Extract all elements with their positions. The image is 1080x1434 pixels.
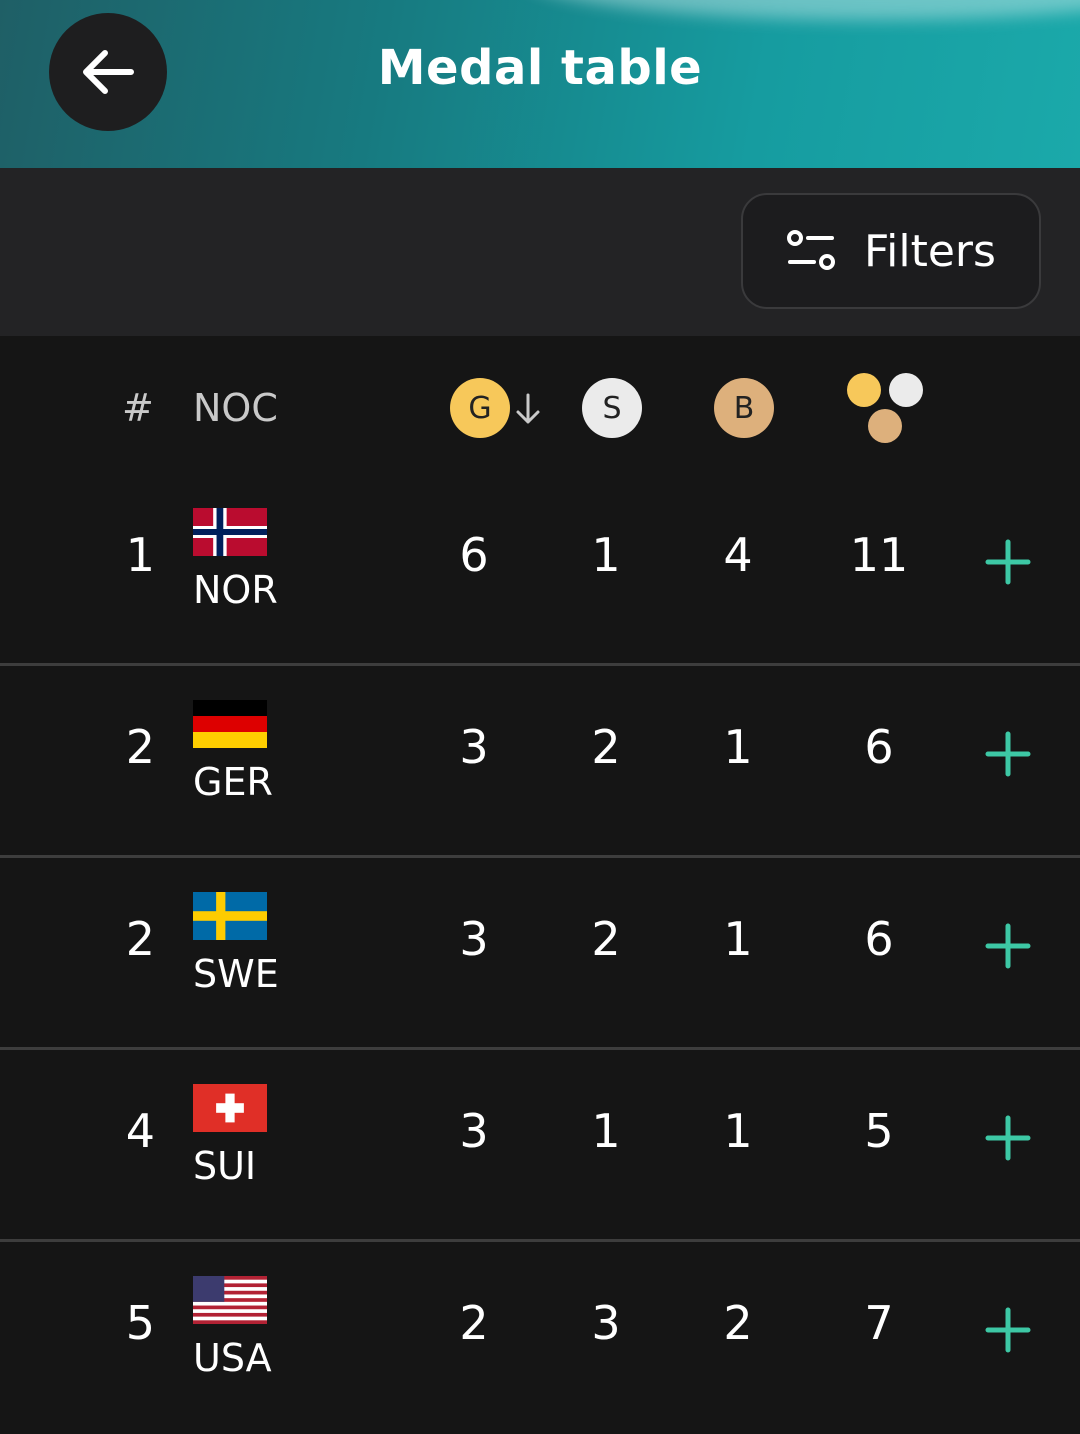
- header-banner: [0, 0, 1080, 168]
- table-row[interactable]: 2 SWE 3 2 1 6: [0, 860, 1080, 1050]
- noc-code: USA: [193, 1336, 272, 1380]
- bronze-count: 2: [723, 1296, 753, 1350]
- bronze-count: 1: [723, 720, 753, 774]
- rank-value: 2: [125, 720, 155, 774]
- rank-value: 2: [125, 912, 155, 966]
- total-count: 7: [864, 1296, 894, 1350]
- bronze-column-header[interactable]: B: [714, 378, 774, 438]
- page-title: Medal table: [377, 40, 703, 96]
- filters-button[interactable]: Filters: [741, 193, 1041, 309]
- bronze-label: B: [733, 390, 755, 426]
- gold-count: 2: [459, 1296, 489, 1350]
- table-row[interactable]: 2 GER 3 2 1 6: [0, 668, 1080, 858]
- rank-value: 5: [125, 1296, 155, 1350]
- expand-plus-icon[interactable]: [984, 538, 1032, 586]
- noc-code: GER: [193, 760, 273, 804]
- expand-plus-icon[interactable]: [984, 1114, 1032, 1162]
- table-header: # NOC G S B: [0, 336, 1080, 476]
- arrow-left-icon: [83, 50, 134, 94]
- filters-label: Filters: [864, 225, 996, 277]
- noc-code: SWE: [193, 952, 279, 996]
- table-row[interactable]: 1 NOR 6 1 4 11: [0, 476, 1080, 666]
- silver-label: S: [602, 390, 622, 426]
- expand-plus-icon[interactable]: [984, 922, 1032, 970]
- silver-count: 3: [591, 1296, 621, 1350]
- gold-count: 6: [459, 528, 489, 582]
- sliders-icon: [787, 230, 836, 270]
- expand-plus-icon[interactable]: [984, 730, 1032, 778]
- sweden-flag: [193, 892, 267, 940]
- germany-flag: [193, 700, 267, 748]
- table-row[interactable]: 5 USA 2 3 2 7: [0, 1244, 1080, 1434]
- silver-count: 2: [591, 720, 621, 774]
- bronze-count: 1: [723, 912, 753, 966]
- silver-count: 1: [591, 528, 621, 582]
- noc-code: NOR: [193, 568, 278, 612]
- bronze-count: 1: [723, 1104, 753, 1158]
- sort-down-icon: [516, 393, 540, 424]
- silver-count: 1: [591, 1104, 621, 1158]
- total-count: 6: [864, 912, 894, 966]
- total-medals-icon[interactable]: [844, 372, 926, 446]
- silver-column-header[interactable]: S: [582, 378, 642, 438]
- rank-value: 1: [125, 528, 155, 582]
- gold-label: G: [468, 390, 492, 426]
- back-button[interactable]: [49, 13, 167, 131]
- expand-plus-icon[interactable]: [984, 1306, 1032, 1354]
- table-row[interactable]: 4 SUI 3 1 1 5: [0, 1052, 1080, 1242]
- rank-column-header: #: [122, 386, 154, 430]
- rank-value: 4: [125, 1104, 155, 1158]
- gold-count: 3: [459, 720, 489, 774]
- banner-decoration: [520, 0, 1080, 20]
- noc-column-header[interactable]: NOC: [193, 386, 278, 430]
- bronze-count: 4: [723, 528, 753, 582]
- gold-column-header[interactable]: G: [450, 378, 510, 438]
- total-count: 6: [864, 720, 894, 774]
- switzerland-flag: [193, 1084, 267, 1132]
- total-count: 5: [864, 1104, 894, 1158]
- silver-count: 2: [591, 912, 621, 966]
- gold-count: 3: [459, 1104, 489, 1158]
- total-count: 11: [849, 528, 909, 582]
- gold-count: 3: [459, 912, 489, 966]
- norway-flag: [193, 508, 267, 556]
- noc-code: SUI: [193, 1144, 257, 1188]
- usa-flag: [193, 1276, 267, 1324]
